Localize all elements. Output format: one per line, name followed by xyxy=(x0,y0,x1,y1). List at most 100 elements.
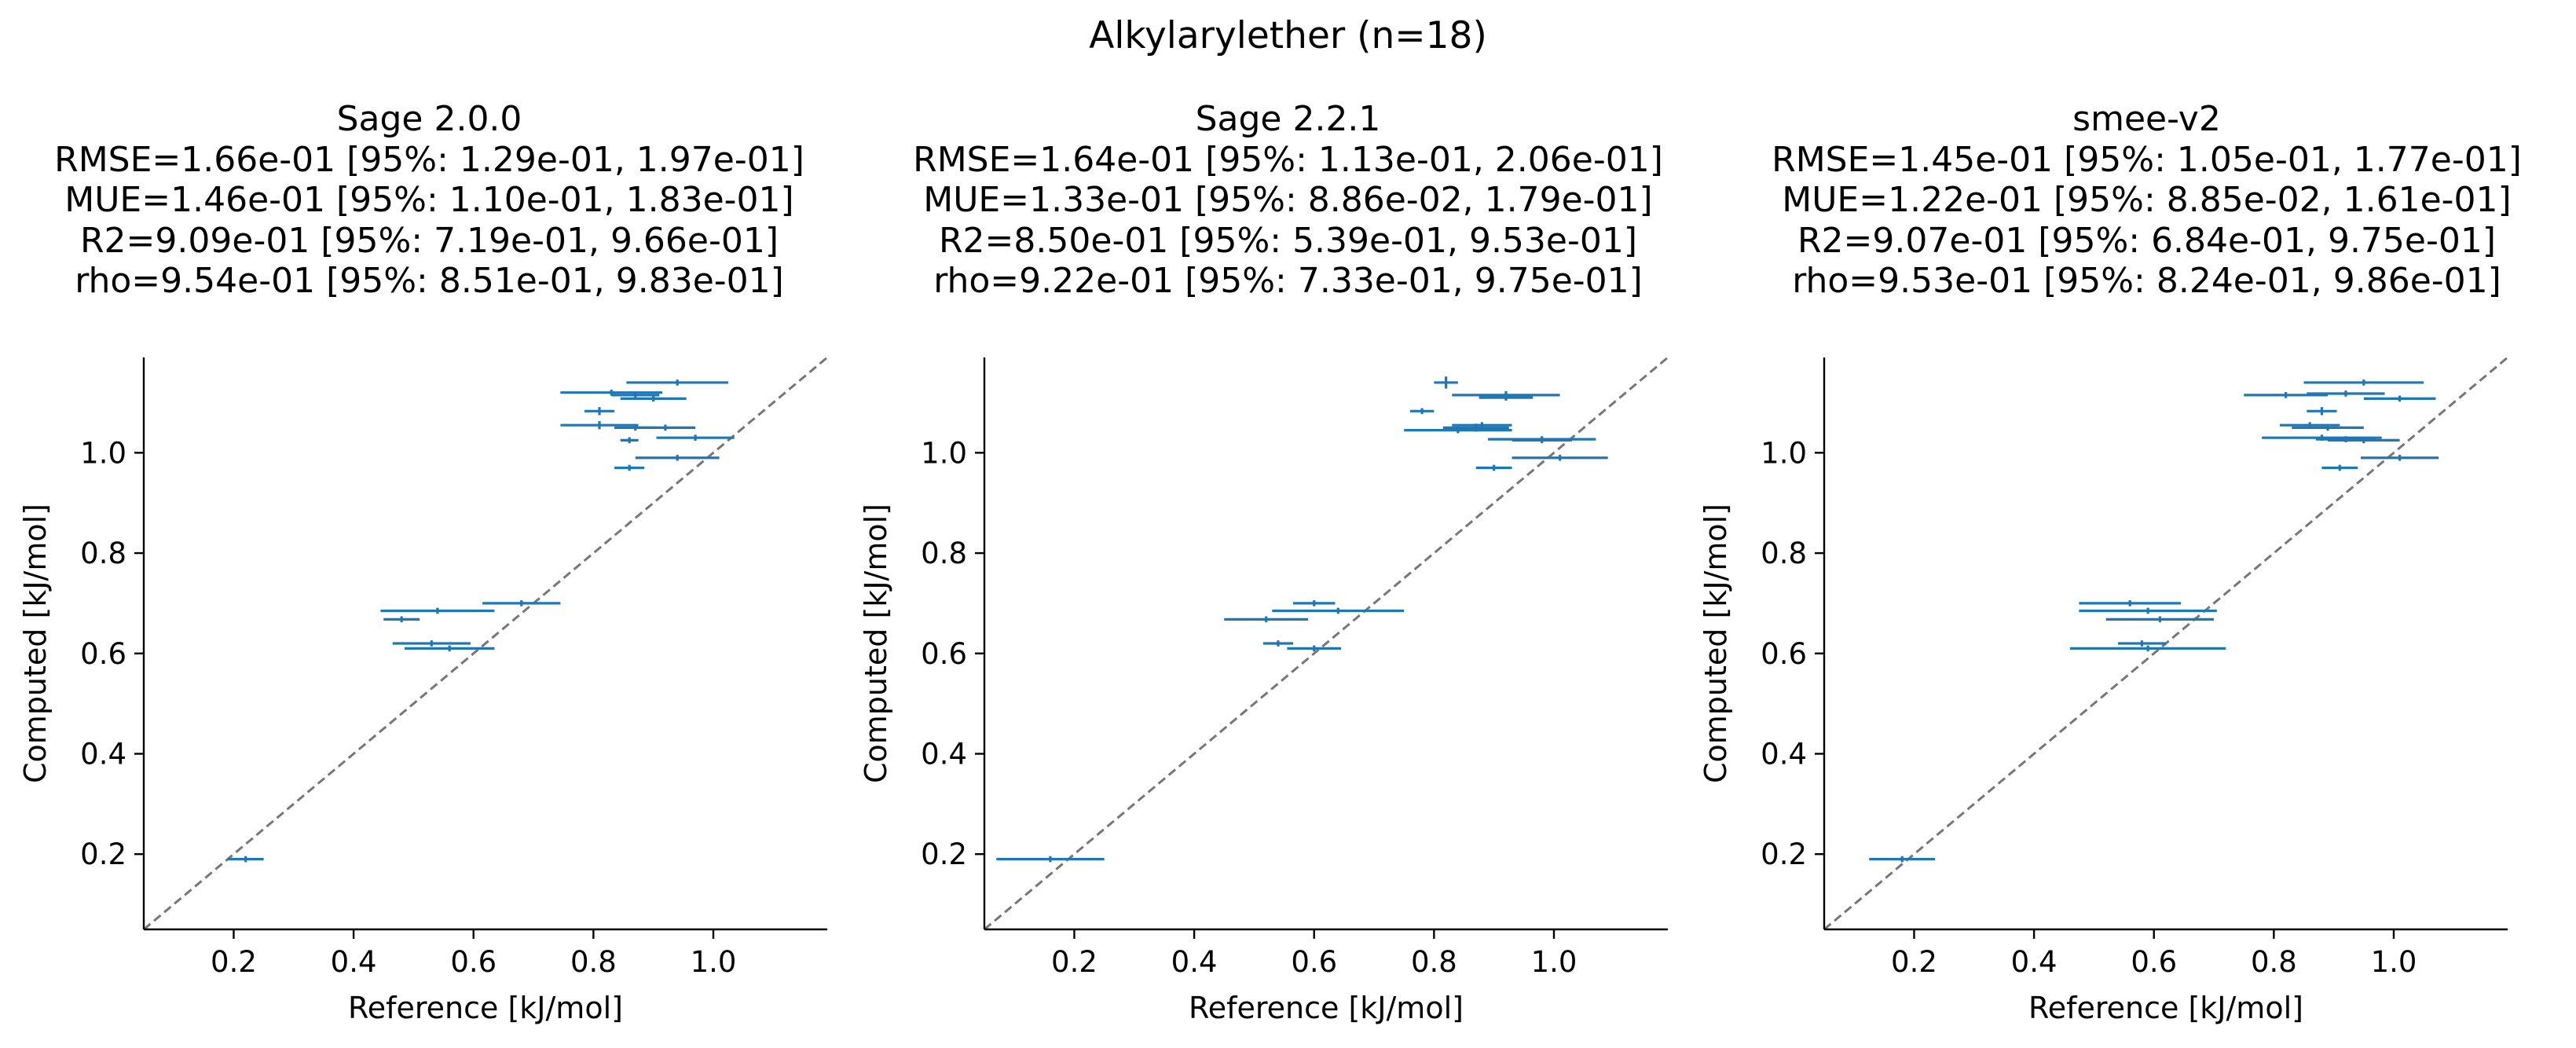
data-point-3 xyxy=(1272,607,1405,614)
data-point-15 xyxy=(1512,454,1608,461)
axes-1: 0.2 0.4 0.6 0.8 1.0 0.2 0.4 0.6 0.8 1.0 Reference … xyxy=(859,356,1669,1025)
data-point-16 xyxy=(635,454,720,461)
data-point-10 xyxy=(584,407,615,416)
x-tick-label: 0.8 xyxy=(2251,945,2297,979)
stat-rho: rho=9.54e-01 [95%: 8.51e-01, 9.83e-01] xyxy=(75,261,784,301)
data-point-16 xyxy=(2361,454,2439,461)
x-tick-label: 0.6 xyxy=(2131,945,2177,979)
y-tick-label: 0.2 xyxy=(1761,837,1807,871)
axes-0: 0.2 0.4 0.6 0.8 1.0 0.2 0.4 0.6 0.8 1.0 Reference … xyxy=(18,356,828,1025)
data-point-0 xyxy=(227,856,264,863)
figure-title: Alkylarylether (n=18) xyxy=(1089,14,1487,57)
axes-2: 0.2 0.4 0.6 0.8 1.0 0.2 0.4 0.6 0.8 1.0 Reference … xyxy=(1698,356,2508,1025)
data-point-4 xyxy=(2117,640,2166,647)
y-tick-label: 1.0 xyxy=(1761,436,1807,470)
stat-rmse: RMSE=1.66e-01 [95%: 1.29e-01, 1.97e-01] xyxy=(54,139,804,180)
y-tick-label: 0.6 xyxy=(80,637,126,671)
data-point-11 xyxy=(1452,422,1512,429)
y-tick-label: 0.2 xyxy=(921,837,967,871)
data-point-13 xyxy=(635,424,696,431)
data-point-11 xyxy=(560,421,639,430)
data-point-5 xyxy=(2069,645,2226,652)
stat-r2: R2=9.07e-01 [95%: 6.84e-01, 9.75e-01] xyxy=(1797,220,2497,261)
y-tick-label: 0.8 xyxy=(1761,537,1807,570)
x-tick-label: 0.2 xyxy=(211,945,257,979)
data-point-5 xyxy=(404,645,495,652)
data-point-2 xyxy=(1293,600,1336,606)
stat-r2: R2=8.50e-01 [95%: 5.39e-01, 9.53e-01] xyxy=(938,220,1638,261)
x-axis-label: Reference [kJ/mol] xyxy=(1189,991,1464,1025)
x-tick-label: 0.6 xyxy=(1291,945,1337,979)
panel-title-block: Sage 2.0.0 RMSE=1.66e-01 [95%: 1.29e-01,… xyxy=(0,99,859,302)
data-point-8 xyxy=(1479,394,1534,401)
y-tick-label: 0.6 xyxy=(921,637,967,671)
data-point-0 xyxy=(1869,856,1936,863)
data-point-2 xyxy=(2079,607,2217,614)
data-point-9 xyxy=(1409,408,1435,415)
stat-r2: R2=9.09e-01 [95%: 7.19e-01, 9.66e-01] xyxy=(79,220,779,261)
panel-title-block: Sage 2.2.1 RMSE=1.64e-01 [95%: 1.13e-01,… xyxy=(859,99,1717,302)
y-tick-label: 0.8 xyxy=(80,537,126,570)
stat-rmse: RMSE=1.64e-01 [95%: 1.13e-01, 2.06e-01] xyxy=(913,139,1663,180)
data-point-4 xyxy=(392,640,471,647)
data-point-7 xyxy=(2244,392,2329,398)
data-point-4 xyxy=(1262,640,1294,647)
data-point-12 xyxy=(1404,427,1512,434)
y-tick-label: 0.2 xyxy=(80,837,126,871)
data-point-8 xyxy=(611,392,660,398)
identity-line xyxy=(143,356,828,931)
data-point-3 xyxy=(2105,616,2215,623)
y-axis-label: Computed [kJ/mol] xyxy=(1698,504,1733,783)
stat-mue: MUE=1.46e-01 [95%: 1.10e-01, 1.83e-01] xyxy=(64,180,794,220)
data-point-9 xyxy=(2363,395,2436,402)
data-point-1 xyxy=(2079,600,2182,606)
y-tick-label: 0.6 xyxy=(1761,637,1807,671)
x-tick-label: 1.0 xyxy=(1531,945,1577,979)
data-point-1 xyxy=(1224,616,1309,623)
data-point-10 xyxy=(2307,407,2337,416)
y-tick-label: 0.4 xyxy=(921,737,967,771)
data-point-14 xyxy=(1512,437,1572,444)
data-point-3 xyxy=(482,600,561,606)
y-tick-label: 0.4 xyxy=(80,737,126,771)
y-tick-label: 0.8 xyxy=(921,537,967,570)
data-point-0 xyxy=(996,856,1105,863)
data-point-12 xyxy=(2292,424,2364,431)
panel-sage-2-0-0: Sage 2.0.0 RMSE=1.66e-01 [95%: 1.29e-01,… xyxy=(0,0,859,1048)
data-point-8 xyxy=(2307,390,2385,397)
stat-rho: rho=9.53e-01 [95%: 8.24e-01, 9.86e-01] xyxy=(1792,261,2501,301)
y-tick-label: 0.4 xyxy=(1761,737,1807,771)
stat-mue: MUE=1.33e-01 [95%: 8.86e-02, 1.79e-01] xyxy=(923,180,1653,220)
x-tick-label: 0.4 xyxy=(1171,945,1218,979)
data-point-14 xyxy=(656,434,735,442)
x-tick-label: 1.0 xyxy=(691,945,737,979)
panel-title: Sage 2.0.0 xyxy=(336,99,522,139)
panel-smee-v2: smee-v2 RMSE=1.45e-01 [95%: 1.05e-01, 1.… xyxy=(1717,0,2576,1048)
stat-rho: rho=9.22e-01 [95%: 7.33e-01, 9.75e-01] xyxy=(933,261,1643,301)
data-point-17 xyxy=(614,464,645,471)
panel-title: smee-v2 xyxy=(2072,99,2221,139)
panel-sage-2-2-1: Sage 2.2.1 RMSE=1.64e-01 [95%: 1.13e-01,… xyxy=(859,0,1717,1048)
identity-line xyxy=(984,356,1669,931)
data-point-16 xyxy=(1475,464,1512,471)
data-point-5 xyxy=(1287,645,1342,652)
panel-title-block: smee-v2 RMSE=1.45e-01 [95%: 1.05e-01, 1.… xyxy=(1717,99,2576,302)
x-tick-label: 0.6 xyxy=(450,945,497,979)
x-tick-label: 0.2 xyxy=(1051,945,1097,979)
data-point-2 xyxy=(383,616,420,623)
data-point-17 xyxy=(2321,464,2358,471)
stat-rmse: RMSE=1.45e-01 [95%: 1.05e-01, 1.77e-01] xyxy=(1772,139,2522,180)
y-tick-label: 1.0 xyxy=(80,436,126,470)
panel-title: Sage 2.2.1 xyxy=(1195,99,1381,139)
data-point-6 xyxy=(1434,376,1458,389)
x-tick-label: 1.0 xyxy=(2371,945,2417,979)
y-axis-label: Computed [kJ/mol] xyxy=(859,504,893,783)
stat-mue: MUE=1.22e-01 [95%: 8.85e-02, 1.61e-01] xyxy=(1782,180,2512,220)
data-point-15 xyxy=(620,437,639,444)
y-axis-label: Computed [kJ/mol] xyxy=(18,504,53,783)
y-tick-label: 1.0 xyxy=(921,436,967,470)
data-point-1 xyxy=(380,607,495,614)
data-point-15 xyxy=(2328,437,2400,444)
